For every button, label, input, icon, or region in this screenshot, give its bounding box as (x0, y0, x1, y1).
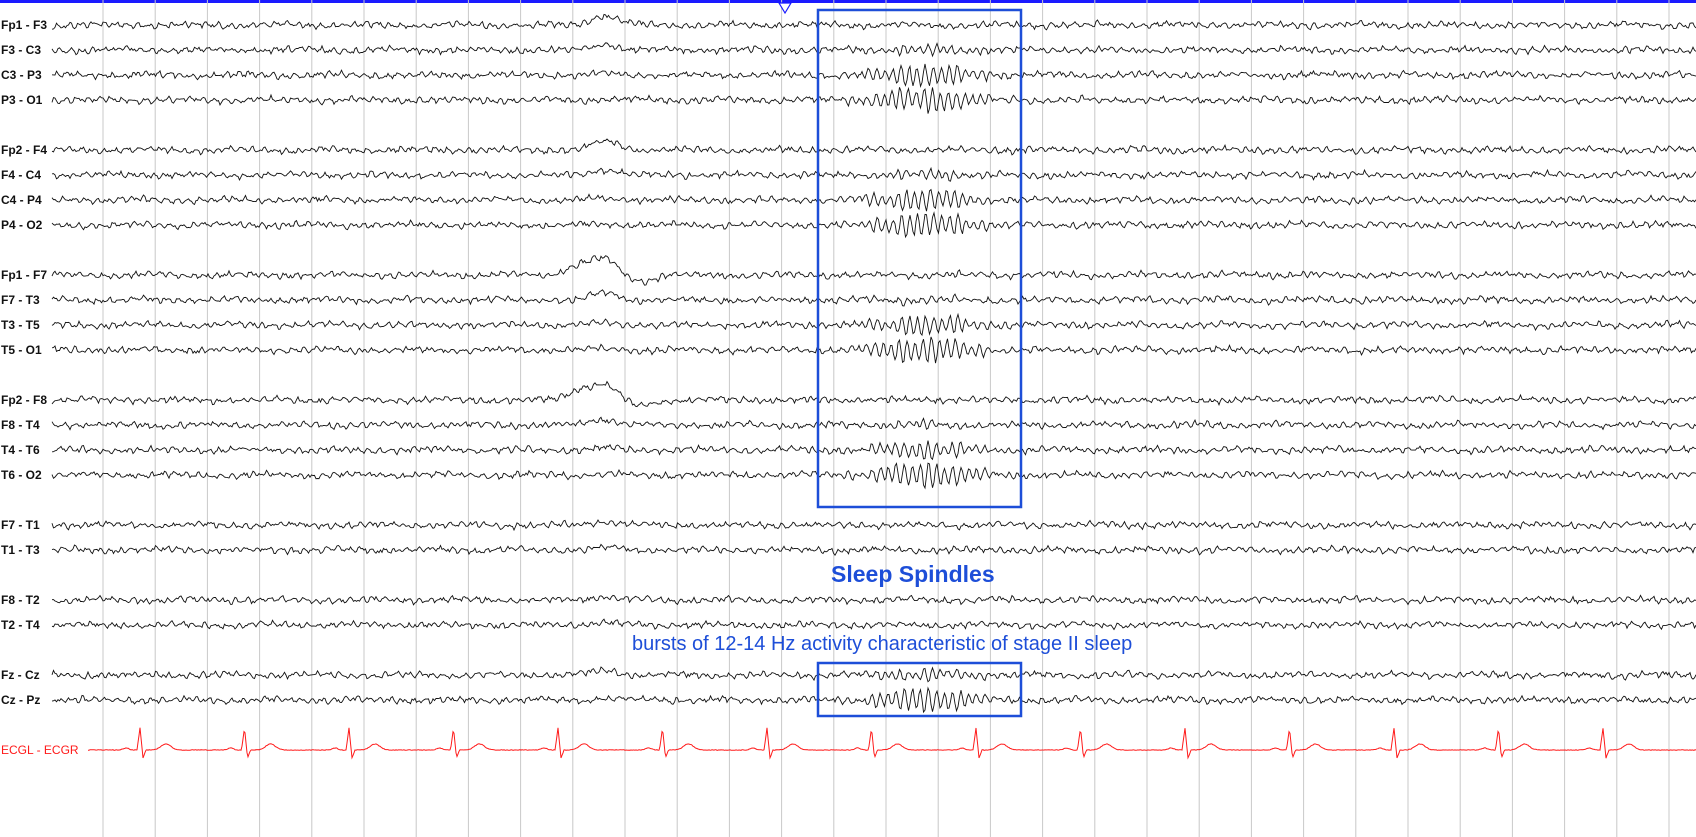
channel-label: T2 - T4 (1, 618, 41, 632)
eeg-trace (51, 543, 1696, 557)
annotation-caption: bursts of 12-14 Hz activity characterist… (632, 633, 1133, 655)
channel-label: Fp2 - F4 (1, 143, 49, 157)
channel-label: F3 - C3 (1, 43, 43, 57)
channel-label: P4 - O2 (1, 218, 44, 232)
channel-label: F7 - T3 (1, 293, 41, 307)
channel-label: T4 - T6 (1, 443, 41, 457)
eeg-trace (51, 312, 1696, 337)
eeg-trace (51, 289, 1696, 307)
eeg-trace (51, 686, 1696, 714)
channel-label: F7 - T1 (1, 518, 41, 532)
eeg-trace (51, 336, 1696, 364)
eeg-trace (51, 519, 1696, 532)
channel-label: P3 - O1 (1, 93, 44, 107)
channel-label: Fp2 - F8 (1, 393, 49, 407)
eeg-trace (51, 380, 1696, 408)
eeg-trace (51, 255, 1696, 286)
spindle-highlight-box-main (816, 8, 1023, 509)
spindle-highlight-box-midline (816, 661, 1023, 718)
channel-label: Cz - Pz (1, 693, 42, 707)
channel-label: C3 - P3 (1, 68, 43, 82)
channel-label: Fp1 - F7 (1, 268, 49, 282)
eeg-trace (51, 666, 1696, 683)
eeg-trace (51, 594, 1696, 606)
eeg-trace (51, 166, 1696, 182)
eeg-trace (51, 13, 1696, 31)
annotation-title: Sleep Spindles (831, 561, 995, 587)
triangle-down-icon (777, 2, 793, 15)
channel-label: T1 - T3 (1, 543, 41, 557)
channel-label: F8 - T2 (1, 593, 41, 607)
eeg-trace (51, 138, 1696, 156)
ecg-trace (88, 727, 1696, 760)
eeg-trace (51, 211, 1696, 239)
channel-label: F4 - C4 (1, 168, 43, 182)
channel-label: T3 - T5 (1, 318, 41, 332)
eeg-trace (51, 462, 1696, 490)
channel-label: Fp1 - F3 (1, 18, 49, 32)
ecg-channel-label: ECGL - ECGR (1, 743, 80, 757)
eeg-trace (51, 63, 1696, 88)
eeg-trace (51, 440, 1696, 461)
channel-label: T5 - O1 (1, 343, 43, 357)
top-toolbar-bar (0, 0, 1696, 3)
eeg-trace (51, 188, 1696, 212)
channel-label: T6 - O2 (1, 468, 43, 482)
eeg-trace (51, 416, 1696, 431)
channel-label: Fz - Cz (1, 668, 41, 682)
eeg-traces (51, 13, 1696, 714)
eeg-trace (51, 618, 1696, 631)
channel-label: C4 - P4 (1, 193, 43, 207)
eeg-trace (51, 86, 1696, 114)
time-grid (102, 0, 1670, 837)
channel-label: F8 - T4 (1, 418, 41, 432)
eeg-trace (51, 42, 1696, 58)
